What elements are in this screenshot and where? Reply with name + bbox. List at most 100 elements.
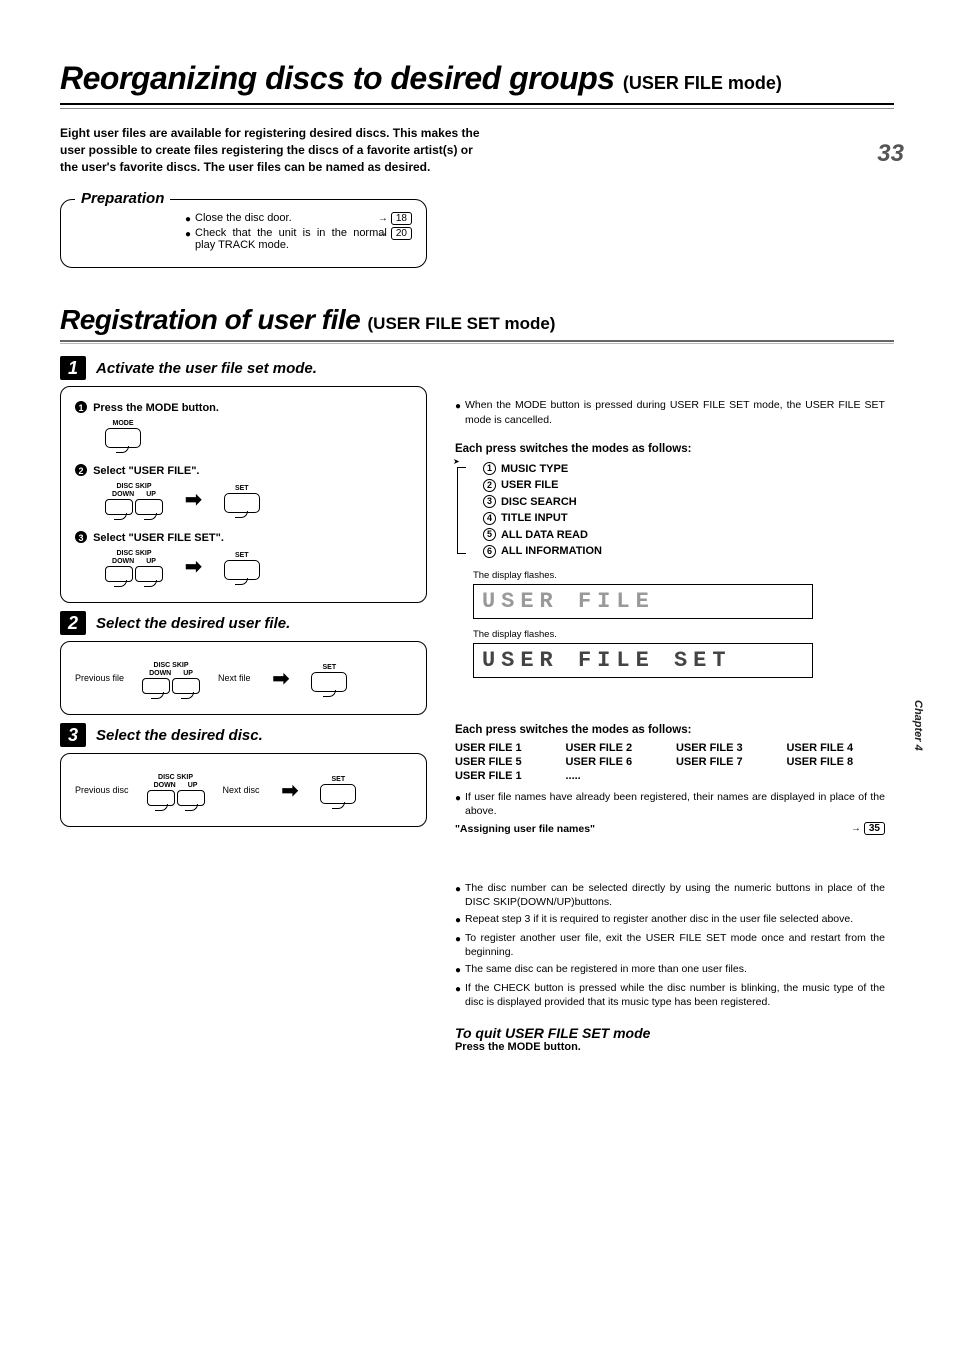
note: ●To register another user file, exit the… — [455, 931, 885, 959]
down-button-icon — [105, 566, 133, 582]
step-title: Activate the user file set mode. — [96, 360, 317, 377]
button-label: UP — [146, 491, 156, 498]
title-suffix: (USER FILE mode) — [623, 73, 782, 93]
substep-marker: 3 — [75, 531, 87, 543]
button-label: DISC SKIP — [158, 774, 193, 781]
note: ● Repeat step 3 if it is required to regi… — [455, 912, 885, 928]
uf-item: USER FILE 1 — [455, 742, 554, 754]
uf-item: USER FILE 2 — [565, 742, 664, 754]
substep-label: 1 Press the MODE button. — [75, 401, 412, 414]
chapter-tab: Chapter 4 — [912, 700, 924, 751]
disc-skip-diagram: DISC SKIP DOWN UP ➡ SE — [105, 550, 412, 582]
step-title: Select the desired user file. — [96, 615, 290, 632]
bullet-icon: ● — [455, 933, 461, 947]
note-text: Repeat step 3 if it is required to regis… — [465, 912, 853, 926]
button-label: MODE — [113, 420, 134, 427]
uf-item: USER FILE 3 — [676, 742, 775, 754]
intro-text: Eight user files are available for regis… — [60, 125, 494, 175]
assigning-text: "Assigning user file names" — [455, 823, 595, 835]
button-label: DISC SKIP — [116, 483, 151, 490]
page-title: Reorganizing discs to desired groups (US… — [60, 60, 894, 97]
button-label: UP — [183, 670, 193, 677]
substep-label: 3 Select "USER FILE SET". — [75, 531, 412, 544]
arrow-right-icon: ➡ — [273, 666, 290, 691]
step-1-box: 1 Press the MODE button. MODE 2 Select — [60, 386, 427, 603]
mode-button-diagram: MODE — [105, 420, 412, 448]
button-label: DISC SKIP — [154, 662, 189, 669]
prep-text: Check that the unit is in the normal pla… — [195, 227, 387, 251]
mode-text: ALL INFORMATION — [501, 543, 602, 560]
button-label: UP — [146, 558, 156, 565]
substep-label: 2 Select "USER FILE". — [75, 464, 412, 477]
down-button-icon — [105, 499, 133, 515]
button-label: SET — [323, 664, 337, 671]
note-text: If the CHECK button is pressed while the… — [465, 981, 885, 1009]
mode-text: ALL DATA READ — [501, 527, 588, 544]
substep-marker: 1 — [75, 401, 87, 413]
set-button-icon — [224, 560, 260, 580]
prep-item: ● Check that the unit is in the normal p… — [185, 227, 412, 251]
uf-item: ..... — [565, 770, 664, 782]
button-label: DOWN — [154, 782, 176, 789]
note: ● If user file names have already been r… — [455, 790, 885, 818]
uf-item: USER FILE 1 — [455, 770, 554, 782]
note-text: If user file names have already been reg… — [465, 790, 885, 818]
display-caption: The display flashes. — [473, 629, 885, 640]
mode-button-icon — [105, 428, 141, 448]
quit-body: Press the MODE button. — [455, 1041, 885, 1053]
step-number: 1 — [60, 356, 86, 380]
up-button-icon — [172, 678, 200, 694]
mode-item: 5ALL DATA READ — [483, 527, 885, 544]
down-button-icon — [142, 678, 170, 694]
note: ● If the CHECK button is pressed while th… — [455, 981, 885, 1009]
userfile-heading: Each press switches the modes as follows… — [455, 724, 885, 736]
modes-heading: Each press switches the modes as follows… — [455, 443, 885, 455]
set-button-icon — [224, 493, 260, 513]
mode-item: 1MUSIC TYPE — [483, 461, 885, 478]
annotation: Next file — [218, 673, 251, 683]
assigning-ref-line: "Assigning user file names" 35 — [455, 822, 885, 835]
bullet-icon: ● — [455, 883, 461, 897]
section-main: Registration of user file — [60, 304, 360, 335]
preparation-label: Preparation — [75, 190, 170, 207]
preparation-box: Preparation ● Close the disc door. 18 ● … — [60, 199, 427, 268]
step-number: 3 — [60, 723, 86, 747]
annotation: Previous disc — [75, 785, 129, 795]
bullet-icon: ● — [185, 229, 191, 240]
uf-item: USER FILE 8 — [786, 756, 885, 768]
uf-item: USER FILE 6 — [565, 756, 664, 768]
substep-text: Select "USER FILE SET". — [93, 532, 224, 544]
disc-skip-diagram: DISC SKIP DOWN UP ➡ SE — [105, 483, 412, 515]
annotation: Previous file — [75, 673, 124, 683]
mode-text: TITLE INPUT — [501, 510, 568, 527]
step-3-box: Previous disc DISC SKIP DOWN UP Next dis… — [60, 753, 427, 827]
section-underline — [60, 340, 894, 344]
page-ref: 20 — [391, 227, 412, 240]
note-text: The same disc can be registered in more … — [465, 962, 747, 976]
uf-item: USER FILE 4 — [786, 742, 885, 754]
set-button-icon — [311, 672, 347, 692]
mode-text: DISC SEARCH — [501, 494, 577, 511]
section-title: Registration of user file (USER FILE SET… — [60, 304, 894, 336]
arrow-right-icon: ➡ — [185, 487, 202, 512]
up-button-icon — [135, 499, 163, 515]
mode-text: USER FILE — [501, 477, 558, 494]
step-number: 2 — [60, 611, 86, 635]
bullet-icon: ● — [455, 983, 461, 997]
up-button-icon — [135, 566, 163, 582]
button-label: SET — [332, 776, 346, 783]
button-label: SET — [235, 485, 249, 492]
bullet-icon: ● — [455, 792, 461, 806]
page-ref: 35 — [864, 822, 885, 835]
lcd-display: USER FILE SET — [473, 643, 813, 678]
bullet-icon: ● — [455, 914, 461, 928]
mode-item: 4TITLE INPUT — [483, 510, 885, 527]
button-label: DOWN — [112, 558, 134, 565]
mode-item: 3DISC SEARCH — [483, 494, 885, 511]
button-label: SET — [235, 552, 249, 559]
substep-text: Press the MODE button. — [93, 402, 219, 414]
note: ● When the MODE button is pressed during… — [455, 398, 885, 426]
button-label: UP — [188, 782, 198, 789]
mode-item: 6ALL INFORMATION — [483, 543, 885, 560]
title-underline — [60, 103, 894, 109]
